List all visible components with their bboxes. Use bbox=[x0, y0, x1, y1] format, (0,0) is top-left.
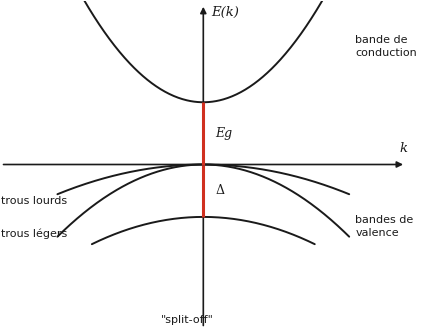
Text: trous lourds: trous lourds bbox=[1, 195, 66, 206]
Text: trous légers: trous légers bbox=[1, 228, 67, 239]
Text: "split-off": "split-off" bbox=[160, 315, 213, 325]
Text: Δ: Δ bbox=[215, 184, 224, 197]
Text: bandes de
valence: bandes de valence bbox=[354, 215, 412, 238]
Text: Eg: Eg bbox=[215, 127, 232, 140]
Text: bande de
conduction: bande de conduction bbox=[354, 35, 416, 58]
Text: k: k bbox=[399, 142, 407, 155]
Text: E(k): E(k) bbox=[211, 6, 239, 19]
